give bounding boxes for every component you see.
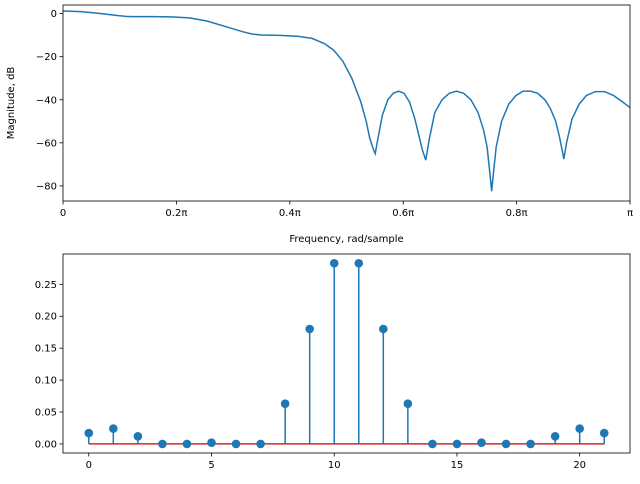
stem-marker — [256, 439, 265, 449]
impulse-x-tick-label: 0 — [86, 460, 92, 471]
stem-marker — [354, 258, 364, 268]
stem-marker — [231, 439, 241, 449]
magnitude-plot-area — [63, 10, 630, 192]
impulse-x-tick-label: 20 — [573, 460, 586, 471]
stem-marker — [182, 439, 192, 449]
magnitude-y-axis-label: Magnitude, dB — [6, 67, 17, 140]
magnitude-x-tick-label: 0 — [60, 208, 66, 219]
magnitude-y-ticks: 0 −20 −40 −60 −80 — [36, 9, 63, 192]
magnitude-y-tick-label: −60 — [36, 138, 57, 149]
impulse-y-ticks: 0.00 0.05 0.10 0.15 0.20 0.25 — [35, 280, 63, 450]
impulse-y-tick-label: 0.15 — [35, 344, 57, 355]
impulse-y-tick-label: 0.10 — [35, 376, 57, 387]
impulse-x-tick-label: 10 — [328, 460, 341, 471]
magnitude-x-tick-label: π — [627, 208, 633, 219]
impulse-axes-frame — [62, 253, 631, 454]
magnitude-x-tick-label: 0.4π — [279, 208, 301, 219]
stem-marker — [133, 431, 143, 441]
stem-marker — [575, 424, 584, 433]
stem-marker — [207, 438, 216, 447]
magnitude-x-ticks: 0 0.2π 0.4π 0.6π 0.8π π — [60, 201, 633, 219]
stem-marker — [403, 399, 413, 409]
impulse-y-tick-label: 0.05 — [35, 408, 57, 419]
magnitude-axes-frame — [62, 4, 631, 202]
impulse-y-tick-label: 0.20 — [35, 312, 57, 323]
magnitude-y-tick-label: −40 — [36, 95, 57, 106]
magnitude-x-tick-label: 0.2π — [165, 208, 187, 219]
stem-marker — [329, 258, 339, 268]
stem-marker — [109, 424, 118, 433]
stem-marker — [477, 438, 486, 447]
impulse-y-tick-label: 0.25 — [35, 280, 57, 291]
magnitude-x-tick-label: 0.6π — [392, 208, 414, 219]
stem-marker — [501, 439, 511, 449]
stem-marker — [280, 399, 290, 409]
impulse-x-ticks: 0 5 10 15 20 — [86, 453, 586, 471]
stem-marker — [452, 439, 462, 449]
magnitude-x-axis-label: Frequency, rad/sample — [289, 234, 403, 245]
stem-marker — [305, 324, 314, 334]
stem-marker — [599, 428, 609, 438]
stem-marker — [550, 431, 560, 441]
magnitude-response-line — [63, 10, 630, 192]
impulse-y-tick-label: 0.00 — [35, 439, 57, 450]
impulse-plot-area — [84, 258, 609, 449]
stem-marker — [428, 439, 437, 449]
magnitude-y-tick-label: 0 — [51, 9, 57, 20]
stem-marker — [158, 439, 167, 449]
stem-marker — [379, 324, 388, 334]
impulse-response-axes: 0 5 10 15 20 0.00 0.05 0.10 0.15 0.20 0.25 — [35, 253, 631, 471]
magnitude-y-tick-label: −20 — [36, 52, 57, 63]
magnitude-y-tick-label: −80 — [36, 181, 57, 192]
stem-marker — [84, 428, 94, 438]
impulse-x-tick-label: 5 — [208, 460, 214, 471]
magnitude-x-tick-label: 0.8π — [506, 208, 528, 219]
impulse-x-tick-label: 15 — [451, 460, 464, 471]
stem-marker — [526, 439, 535, 449]
